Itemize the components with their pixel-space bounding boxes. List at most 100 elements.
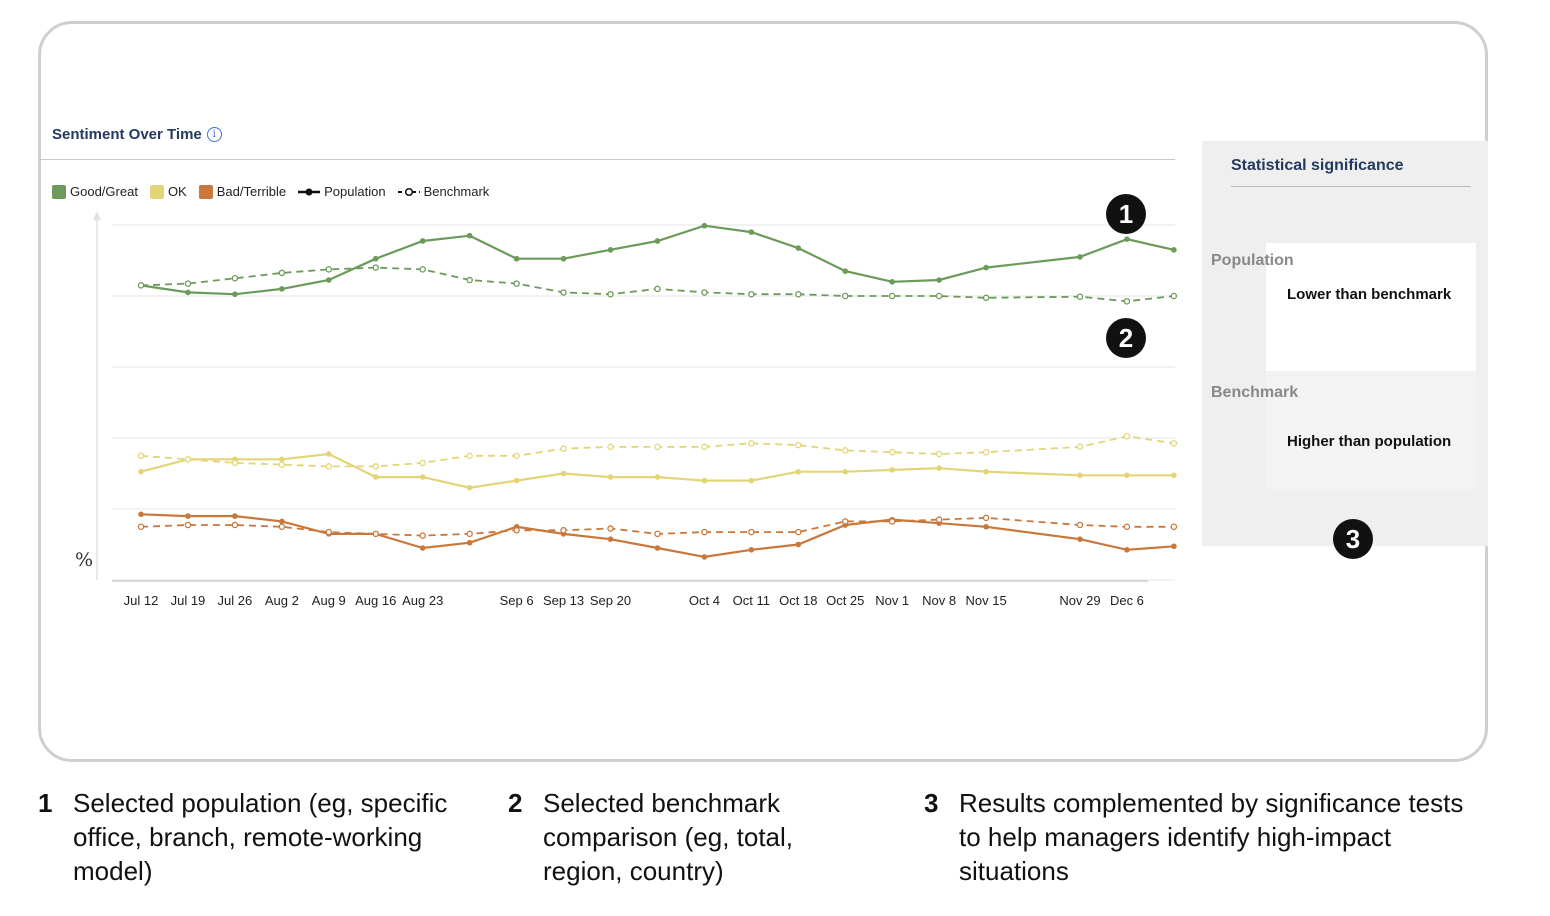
- population-data-point: [889, 279, 895, 285]
- x-tick-label: Aug 9: [312, 593, 346, 608]
- caption-text: Selected population (eg, specific office…: [73, 788, 448, 886]
- benchmark-data-point: [278, 523, 286, 531]
- callout-marker-3: 3: [1333, 519, 1373, 559]
- population-data-point: [607, 536, 614, 542]
- sentiment-line-chart: % Jul 12 Jul 19 Jul 26 Aug 2 Aug 9 Aug 16 Aug 2…: [75, 211, 1178, 608]
- benchmark-data-point: [513, 280, 520, 287]
- population-data-point: [560, 255, 567, 262]
- population-data-point: [889, 467, 895, 473]
- benchmark-data-point: [325, 266, 333, 273]
- population-data-point: [419, 474, 426, 480]
- legend-label-population: Population: [324, 184, 386, 199]
- x-tick-label: Jul 26: [218, 593, 253, 608]
- benchmark-data-point: [748, 290, 755, 298]
- population-data-point: [1077, 536, 1083, 542]
- benchmark-data-point: [560, 527, 567, 534]
- significance-title: Statistical significance: [1231, 157, 1404, 174]
- benchmark-data-point: [607, 290, 614, 298]
- y-axis-label: %: [75, 549, 93, 571]
- benchmark-result-box: [1266, 371, 1476, 489]
- benchmark-data-point: [888, 292, 896, 300]
- benchmark-data-point: [888, 518, 896, 525]
- benchmark-data-point: [607, 443, 614, 451]
- benchmark-data-point: [372, 530, 379, 538]
- x-tick-label: Aug 23: [402, 593, 443, 608]
- benchmark-data-point: [184, 521, 192, 529]
- population-data-point: [1124, 236, 1130, 242]
- benchmark-data-point: [278, 461, 286, 468]
- significance-population-label: Population: [1211, 252, 1294, 269]
- caption-number: 2: [508, 788, 523, 818]
- population-data-point: [419, 238, 426, 244]
- caption-1: 1 Selected population (eg, specific offi…: [38, 786, 458, 888]
- population-data-point: [372, 255, 379, 262]
- population-data-point: [138, 468, 144, 475]
- benchmark-data-point: [842, 292, 849, 300]
- legend-item-population[interactable]: Population: [298, 184, 386, 199]
- population-data-point: [842, 268, 849, 274]
- significance-benchmark-label: Benchmark: [1211, 384, 1299, 401]
- population-data-point: [701, 222, 708, 229]
- legend-item-bad[interactable]: Bad/Terrible: [198, 184, 286, 199]
- x-tick-label: Nov 15: [965, 593, 1006, 608]
- benchmark-data-point: [935, 450, 943, 458]
- benchmark-data-point: [137, 452, 145, 459]
- benchmark-data-point: [795, 441, 802, 449]
- legend-item-ok[interactable]: OK: [149, 184, 187, 199]
- population-data-point: [748, 477, 755, 484]
- population-data-point: [795, 245, 802, 251]
- population-data-point: [466, 539, 473, 546]
- population-data-point: [983, 264, 989, 271]
- legend-swatch-good: [52, 184, 66, 199]
- population-data-point: [279, 286, 285, 292]
- benchmark-data-point: [1076, 521, 1084, 529]
- legend-swatch-ok: [149, 184, 164, 199]
- population-data-point: [654, 545, 661, 551]
- x-tick-label: Oct 4: [689, 593, 720, 608]
- solid-line-key-icon: [298, 188, 321, 195]
- population-data-point: [326, 451, 332, 457]
- population-data-point: [232, 291, 238, 298]
- legend-label-benchmark: Benchmark: [423, 184, 490, 199]
- population-data-point: [1171, 247, 1177, 253]
- population-data-point: [513, 255, 520, 262]
- benchmark-data-point: [419, 266, 426, 273]
- benchmark-data-point: [842, 518, 849, 525]
- population-data-point: [372, 474, 379, 480]
- benchmark-bad-series-line: [140, 516, 1174, 537]
- chart-legend: Good/Great OK Bad/Terrible Population Be…: [52, 184, 501, 199]
- legend-item-good[interactable]: Good/Great: [52, 184, 138, 199]
- y-axis-arrow-icon: [93, 211, 101, 220]
- population-data-point: [466, 232, 473, 239]
- benchmark-data-point: [1170, 523, 1178, 531]
- population-data-point: [326, 277, 332, 283]
- population-data-point: [232, 513, 238, 519]
- benchmark-data-point: [795, 528, 802, 536]
- population-data-point: [795, 468, 802, 475]
- x-tick-label: Oct 25: [826, 593, 864, 608]
- population-data-point: [607, 247, 614, 253]
- population-data-point: [138, 511, 144, 518]
- legend-swatch-bad: [198, 184, 213, 199]
- benchmark-data-point: [184, 280, 192, 287]
- x-tick-label: Nov 29: [1059, 593, 1100, 608]
- benchmark-data-point: [607, 525, 614, 532]
- benchmark-data-point: [1170, 292, 1178, 300]
- x-tick-label: Nov 8: [922, 593, 956, 608]
- population-data-point: [1124, 472, 1130, 479]
- benchmark-data-point: [513, 527, 520, 534]
- population-data-point: [185, 513, 191, 519]
- benchmark-data-point: [325, 463, 333, 470]
- x-tick-label: Aug 2: [265, 593, 299, 608]
- legend-item-benchmark[interactable]: Benchmark: [397, 184, 490, 199]
- benchmark-data-point: [419, 532, 426, 539]
- benchmark-data-point: [325, 528, 333, 536]
- benchmark-data-point: [842, 447, 849, 454]
- significance-benchmark-value: Higher than population: [1287, 433, 1452, 450]
- x-tick-label: Jul 12: [124, 593, 159, 608]
- legend-label-good: Good/Great: [70, 184, 138, 199]
- chart-title: Sentiment Over Time i: [52, 126, 222, 143]
- population-result-box: [1266, 243, 1476, 371]
- info-icon[interactable]: i: [206, 127, 222, 142]
- population-data-point: [795, 541, 802, 548]
